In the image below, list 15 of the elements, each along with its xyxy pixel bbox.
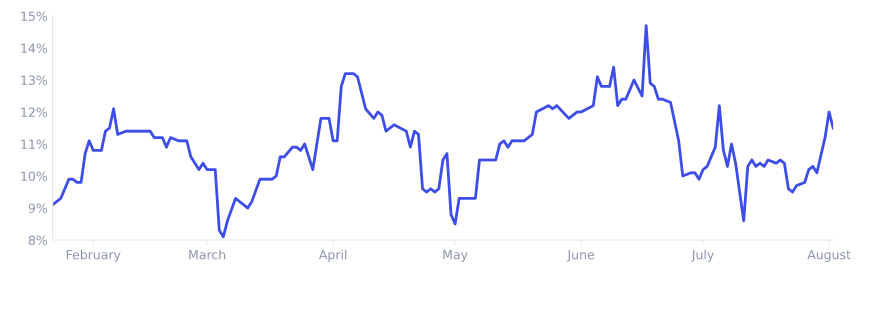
x-tick-label: February [66,250,121,262]
x-tick-label: July [691,250,714,262]
y-tick-label: 10% [21,171,48,181]
y-tick-label: 12% [21,107,48,117]
y-tick-label: 8% [28,235,48,245]
x-tick-label: June [566,250,594,262]
x-tick-label: August [807,250,851,262]
x-tick-label: May [443,250,468,262]
y-tick-label: 11% [21,139,48,149]
y-tick-label: 14% [21,43,48,53]
y-tick-label: 15% [21,11,48,21]
y-tick-label: 13% [21,75,48,85]
x-tick-label: April [318,250,346,262]
y-tick-label: 9% [28,203,48,213]
x-tick-label: March [189,250,226,260]
